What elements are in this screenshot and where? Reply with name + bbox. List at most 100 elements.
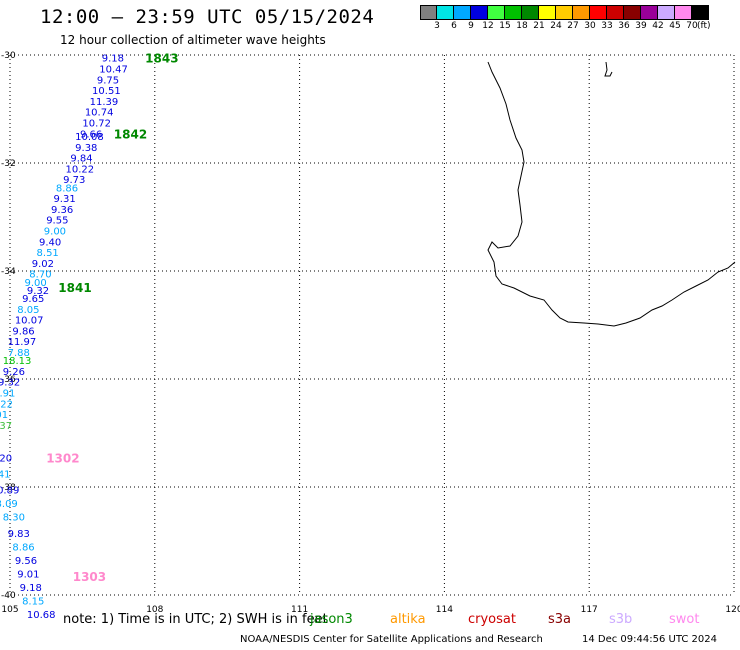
legend-swatch <box>675 5 692 20</box>
wave-height-value: 9.38 <box>75 143 97 154</box>
wave-height-value: 9.65 <box>22 294 44 305</box>
legend-label: 21 <box>533 21 545 31</box>
legend-label: 45 <box>669 21 681 31</box>
wave-height-value: 9.84 <box>70 154 92 165</box>
longitude-tick-label: 105 <box>1 605 18 615</box>
legend-swatch <box>437 5 454 20</box>
satellite-jason3: jason3 <box>310 612 353 627</box>
wave-height-value: 8.22 <box>0 399 13 410</box>
latitude-tick-label: -40 <box>1 591 16 601</box>
track-number-label: 1302 <box>46 451 79 465</box>
wave-height-value: 9.83 <box>8 529 30 540</box>
legend-swatch <box>454 5 471 20</box>
wave-height-value: 9.18 <box>102 54 124 65</box>
legend-label: 42 <box>652 21 664 31</box>
satellite-cryosat: cryosat <box>468 612 516 627</box>
wave-height-value: 8.86 <box>56 183 78 194</box>
page-subtitle: 12 hour collection of altimeter wave hei… <box>60 33 326 47</box>
track-number-label: 1842 <box>114 127 147 141</box>
latitude-tick-label: -32 <box>1 159 16 169</box>
note-text: note: 1) Time is in UTC; 2) SWH is in fe… <box>63 612 328 627</box>
legend-swatch <box>658 5 675 20</box>
wave-height-value: 10.89 <box>0 486 19 497</box>
longitude-tick-label: 120 <box>725 605 740 615</box>
wave-height-value: 9.32 <box>0 378 20 389</box>
wave-height-value: 9.26 <box>3 367 25 378</box>
wave-height-value: 18.13 <box>3 356 32 367</box>
wave-height-value: 9.02 <box>32 259 54 270</box>
latitude-tick-label: -36 <box>1 375 16 385</box>
track-number-label: 1843 <box>145 52 178 66</box>
wave-height-value: 8.15 <box>22 596 44 607</box>
legend-swatch <box>505 5 522 20</box>
footer-timestamp: 14 Dec 09:44:56 UTC 2024 <box>582 634 717 645</box>
wave-height-value: 7.88 <box>8 348 30 359</box>
legend-label: 3 <box>434 21 440 31</box>
wave-height-value: 9.55 <box>46 216 68 227</box>
longitude-tick-label: 114 <box>436 605 453 615</box>
legend-swatch <box>692 5 709 20</box>
longitude-tick-label: 111 <box>291 605 308 615</box>
legend-label: 12 <box>482 21 494 31</box>
wave-height-value: 10.20 <box>0 453 12 464</box>
wave-height-value: 8.05 <box>17 305 39 316</box>
legend-swatch <box>590 5 607 20</box>
wave-height-value: 10.68 <box>27 610 56 621</box>
wave-height-value: 11.97 <box>8 337 37 348</box>
wave-height-value: 9.31 <box>53 194 75 205</box>
wave-height-value: 11.39 <box>90 97 119 108</box>
legend-label: 33 <box>601 21 613 31</box>
satellite-s3b: s3b <box>609 612 633 627</box>
longitude-tick-label: 117 <box>581 605 598 615</box>
legend-swatch <box>471 5 488 20</box>
wave-height-value: 6.91 <box>0 389 15 400</box>
wave-height-value: 9.18 <box>20 583 42 594</box>
wave-height-value: 8.09 <box>0 499 18 510</box>
legend-label: 9 <box>468 21 474 31</box>
wave-height-observations: 9.1810.479.7510.5111.3910.7410.729.6610.… <box>0 54 128 621</box>
legend-swatch <box>522 5 539 20</box>
legend-swatch <box>624 5 641 20</box>
wave-height-value: 8.41 <box>0 470 11 481</box>
latitude-tick-label: -38 <box>1 483 16 493</box>
wave-height-value: 15.37 <box>0 421 12 432</box>
legend-swatch <box>556 5 573 20</box>
wave-height-value: 8.01 <box>0 410 8 421</box>
wave-height-value: 9.01 <box>17 569 39 580</box>
wave-height-value: 10.08 <box>75 132 104 143</box>
bay-inlet-line <box>604 61 613 77</box>
legend-label: 15 <box>499 21 511 31</box>
wave-height-value: 9.73 <box>63 175 85 186</box>
legend-label: 6 <box>451 21 457 31</box>
legend-swatch <box>607 5 624 20</box>
wave-height-value: 9.86 <box>12 326 34 337</box>
wave-height-value: 9.00 <box>24 278 46 289</box>
latitude-tick-label: -34 <box>1 267 16 277</box>
wave-height-value: 8.70 <box>29 270 51 281</box>
wave-height-value: 9.75 <box>97 75 119 86</box>
wave-height-value: 9.00 <box>44 227 66 238</box>
wave-height-value: 9.66 <box>80 129 102 140</box>
legend-label: 70 <box>686 21 698 31</box>
wave-height-value: 10.51 <box>92 86 121 97</box>
legend-label: 39 <box>635 21 647 31</box>
legend-label: 24 <box>550 21 562 31</box>
wave-height-value: 9.32 <box>27 286 49 297</box>
southwest-coast-line <box>487 61 736 327</box>
wave-height-value: 10.47 <box>99 65 128 76</box>
wave-height-value: 10.07 <box>15 316 44 327</box>
track-labels: 1843 1842 1841 1302 1303 <box>46 52 178 584</box>
track-number-label: 1303 <box>73 570 106 584</box>
wave-height-value: 8.51 <box>37 248 59 259</box>
footer-credit: NOAA/NESDIS Center for Satellite Applica… <box>240 634 543 645</box>
satellite-altika: altika <box>390 612 426 627</box>
map-grid: 105 108 111 114 117 120 -30 -32 -34 -36 -38 -40 <box>1 51 740 615</box>
note-label: note: 1) Time is in UTC; 2) SWH is in fe… <box>63 612 328 627</box>
legend-swatch <box>641 5 658 20</box>
satellite-s3a: s3a <box>548 612 572 627</box>
satellite-swot: swot <box>669 612 700 627</box>
legend-label: 30 <box>584 21 596 31</box>
longitude-tick-label: 108 <box>146 605 163 615</box>
wave-height-value: 10.22 <box>66 164 95 175</box>
